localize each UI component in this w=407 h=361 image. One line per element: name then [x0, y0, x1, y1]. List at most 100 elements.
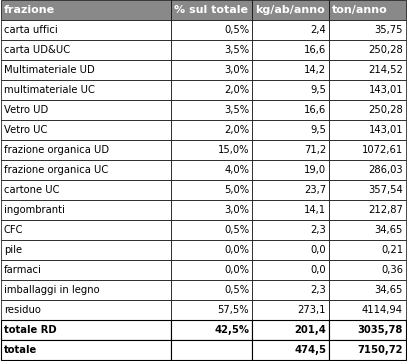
Text: 2,3: 2,3 — [310, 225, 326, 235]
Bar — [1, 160, 171, 180]
Bar — [171, 120, 252, 140]
Bar — [252, 0, 329, 20]
Bar — [171, 0, 252, 20]
Bar — [252, 300, 329, 320]
Bar — [329, 340, 406, 360]
Bar — [1, 100, 171, 120]
Text: pile: pile — [4, 245, 22, 255]
Text: 23,7: 23,7 — [304, 185, 326, 195]
Text: ton/anno: ton/anno — [332, 5, 388, 15]
Text: 14,2: 14,2 — [304, 65, 326, 75]
Bar — [329, 180, 406, 200]
Text: totale RD: totale RD — [4, 325, 57, 335]
Bar — [329, 240, 406, 260]
Bar — [1, 20, 171, 40]
Text: 3,0%: 3,0% — [224, 65, 249, 75]
Text: 143,01: 143,01 — [368, 125, 403, 135]
Text: 2,0%: 2,0% — [224, 85, 249, 95]
Text: 0,5%: 0,5% — [224, 225, 249, 235]
Bar — [329, 100, 406, 120]
Bar — [171, 260, 252, 280]
Text: 0,0: 0,0 — [311, 265, 326, 275]
Bar — [252, 40, 329, 60]
Bar — [329, 20, 406, 40]
Bar — [171, 40, 252, 60]
Bar — [329, 0, 406, 20]
Bar — [329, 40, 406, 60]
Text: frazione: frazione — [4, 5, 55, 15]
Text: frazione organica UC: frazione organica UC — [4, 165, 108, 175]
Text: 16,6: 16,6 — [304, 105, 326, 115]
Bar — [329, 140, 406, 160]
Bar — [1, 0, 171, 20]
Bar — [252, 100, 329, 120]
Text: 42,5%: 42,5% — [214, 325, 249, 335]
Text: 3,5%: 3,5% — [224, 105, 249, 115]
Bar — [171, 220, 252, 240]
Text: 19,0: 19,0 — [304, 165, 326, 175]
Bar — [1, 120, 171, 140]
Bar — [171, 240, 252, 260]
Text: 3035,78: 3035,78 — [358, 325, 403, 335]
Text: 286,03: 286,03 — [368, 165, 403, 175]
Text: 3,5%: 3,5% — [224, 45, 249, 55]
Text: carta uffici: carta uffici — [4, 25, 58, 35]
Text: 4114,94: 4114,94 — [362, 305, 403, 315]
Bar — [1, 40, 171, 60]
Text: 0,0: 0,0 — [311, 245, 326, 255]
Bar — [252, 20, 329, 40]
Text: 34,65: 34,65 — [374, 225, 403, 235]
Bar — [171, 80, 252, 100]
Bar — [1, 200, 171, 220]
Bar — [171, 340, 252, 360]
Text: 9,5: 9,5 — [310, 85, 326, 95]
Text: 273,1: 273,1 — [298, 305, 326, 315]
Bar — [252, 160, 329, 180]
Bar — [1, 140, 171, 160]
Text: 474,5: 474,5 — [294, 345, 326, 355]
Text: 57,5%: 57,5% — [217, 305, 249, 315]
Text: totale: totale — [4, 345, 37, 355]
Bar — [171, 280, 252, 300]
Bar — [1, 340, 171, 360]
Text: 3,0%: 3,0% — [224, 205, 249, 215]
Text: 0,0%: 0,0% — [224, 245, 249, 255]
Text: 15,0%: 15,0% — [218, 145, 249, 155]
Text: 34,65: 34,65 — [374, 285, 403, 295]
Text: 16,6: 16,6 — [304, 45, 326, 55]
Text: frazione organica UD: frazione organica UD — [4, 145, 109, 155]
Text: 0,5%: 0,5% — [224, 25, 249, 35]
Bar — [171, 200, 252, 220]
Text: 2,4: 2,4 — [310, 25, 326, 35]
Bar — [171, 60, 252, 80]
Text: 250,28: 250,28 — [368, 45, 403, 55]
Text: 0,5%: 0,5% — [224, 285, 249, 295]
Text: Multimateriale UD: Multimateriale UD — [4, 65, 95, 75]
Bar — [252, 60, 329, 80]
Bar — [252, 80, 329, 100]
Bar — [1, 220, 171, 240]
Text: 212,87: 212,87 — [368, 205, 403, 215]
Text: 7150,72: 7150,72 — [357, 345, 403, 355]
Text: 35,75: 35,75 — [374, 25, 403, 35]
Text: 5,0%: 5,0% — [224, 185, 249, 195]
Text: kg/ab/anno: kg/ab/anno — [255, 5, 325, 15]
Text: 71,2: 71,2 — [304, 145, 326, 155]
Bar — [1, 320, 171, 340]
Text: 2,3: 2,3 — [310, 285, 326, 295]
Bar — [252, 320, 329, 340]
Text: % sul totale: % sul totale — [174, 5, 248, 15]
Text: Vetro UD: Vetro UD — [4, 105, 48, 115]
Bar — [171, 300, 252, 320]
Bar — [1, 60, 171, 80]
Text: 9,5: 9,5 — [310, 125, 326, 135]
Bar — [171, 180, 252, 200]
Bar — [252, 180, 329, 200]
Text: farmaci: farmaci — [4, 265, 42, 275]
Text: 4,0%: 4,0% — [224, 165, 249, 175]
Text: 201,4: 201,4 — [294, 325, 326, 335]
Text: 250,28: 250,28 — [368, 105, 403, 115]
Bar — [252, 220, 329, 240]
Text: cartone UC: cartone UC — [4, 185, 59, 195]
Bar — [171, 100, 252, 120]
